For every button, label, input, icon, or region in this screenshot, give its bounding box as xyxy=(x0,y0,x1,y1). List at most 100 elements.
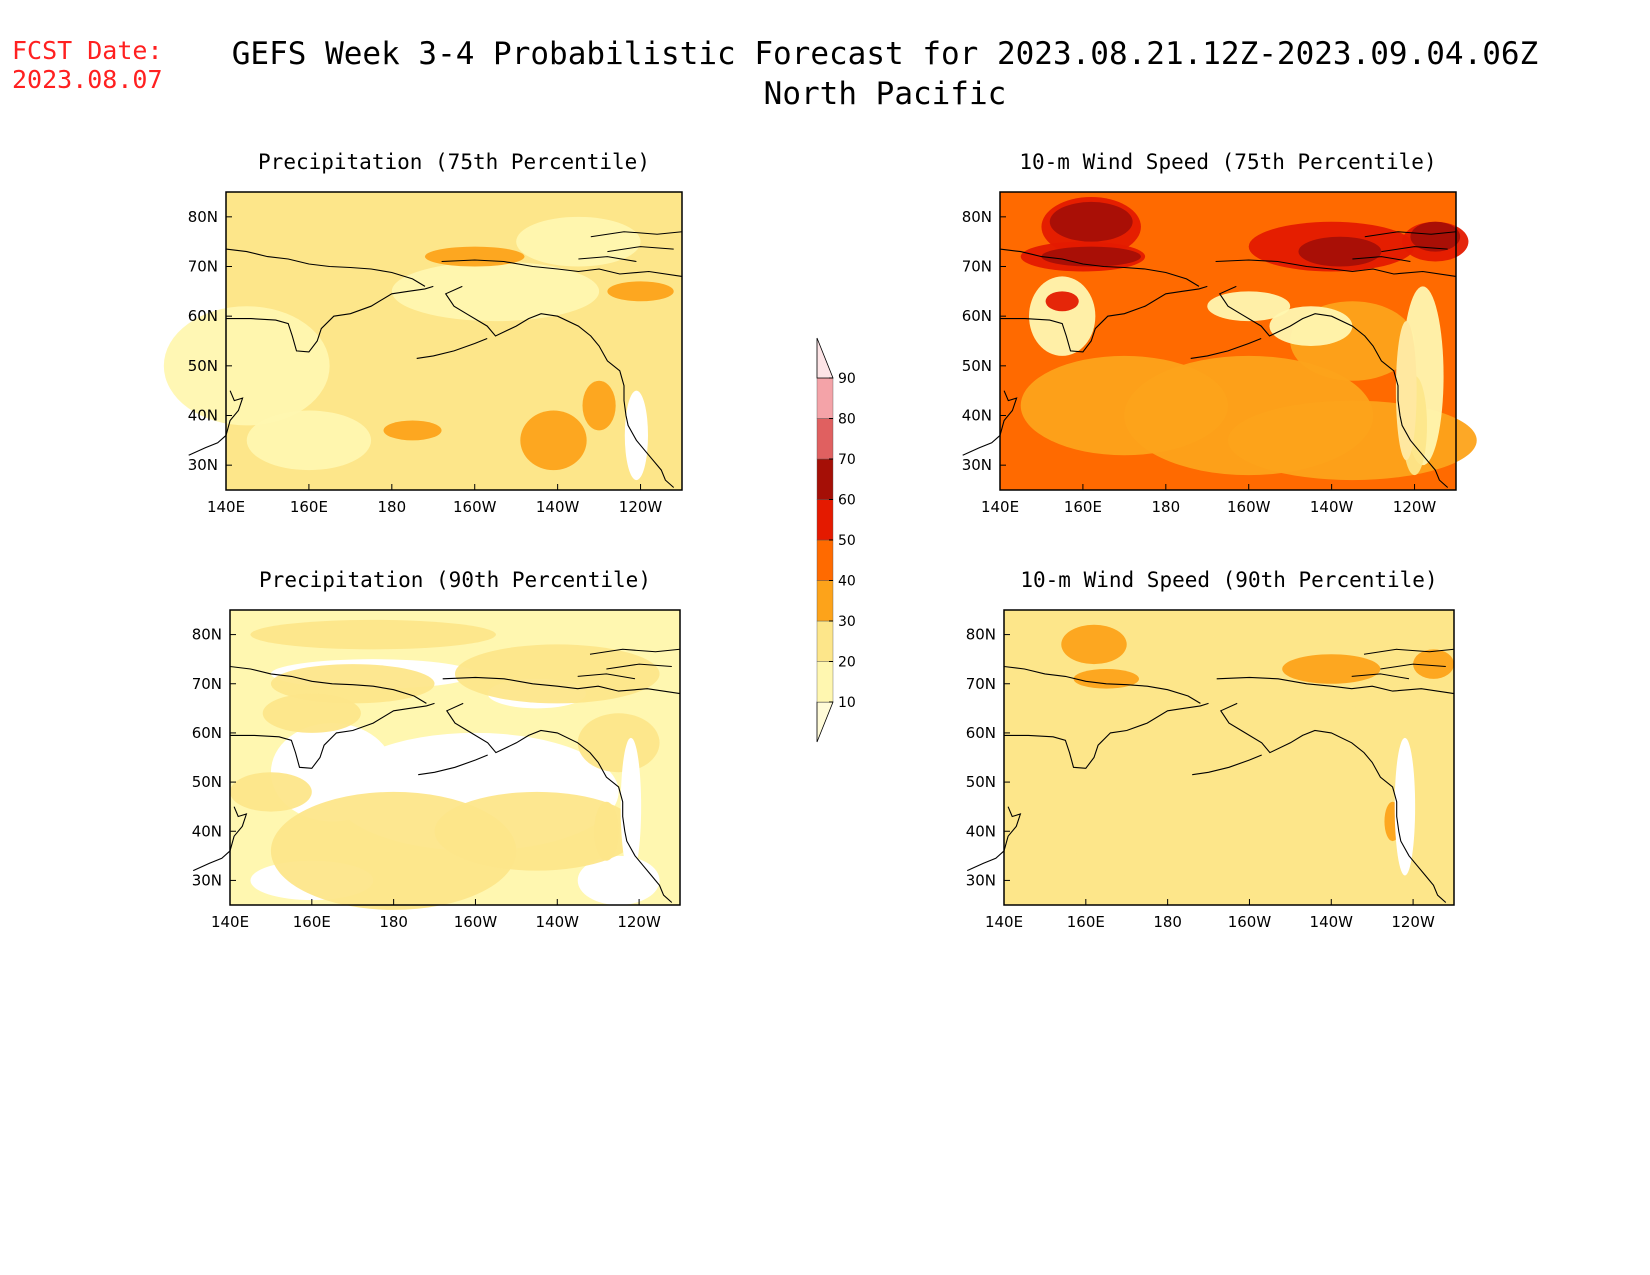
map-wind-75: 140E 160E 180 160W 140W 120W 80N 70N 60N 50N 40N 30… xyxy=(962,191,1477,516)
coastline-segment xyxy=(1218,285,1449,488)
colorbar: 10 20 30 40 50 60 70 80 90 xyxy=(816,337,856,743)
map-wind-90: 140E 160E 180 160W 140W 120W 80N 70N 60N 50N 40N 30… xyxy=(966,609,1455,931)
x-tick-label: 180 xyxy=(1153,913,1182,931)
contour-region-60 xyxy=(1041,246,1141,267)
y-tick-label: 60N xyxy=(192,724,222,742)
coastline xyxy=(192,648,681,903)
island-outline xyxy=(589,648,681,655)
contour-region-10 xyxy=(246,410,372,471)
colorbar-swatch xyxy=(816,539,834,581)
contour-region-10 xyxy=(1207,291,1291,322)
y-tick-label: 70N xyxy=(192,675,222,693)
coastline-segment xyxy=(962,390,1018,456)
contour-region-30 xyxy=(582,380,616,431)
forecast-date-label: FCST Date: xyxy=(12,36,163,65)
contour-region-20 xyxy=(1249,791,1454,871)
coastline xyxy=(962,231,1457,488)
y-tick-label: 40N xyxy=(188,407,218,425)
panel-precip-90: Precipitation (90th Percentile) 140E 160E… xyxy=(192,568,681,931)
contour-region-30 xyxy=(1061,624,1127,665)
x-tick-label: 160E xyxy=(290,498,328,516)
coastline-segment xyxy=(445,702,673,903)
x-tick-label: 180 xyxy=(379,913,408,931)
coastline-segment xyxy=(416,337,488,359)
figure-subtitle: North Pacific xyxy=(763,76,1007,112)
colorbar-label: 30 xyxy=(838,614,856,630)
probability-contours xyxy=(1061,619,1454,881)
map-frame xyxy=(999,191,1457,491)
island-outline xyxy=(1363,648,1455,655)
x-tick-label: 160W xyxy=(1228,913,1272,931)
panel-wind-75: 10-m Wind Speed (75th Percentile) 140E 16… xyxy=(962,150,1477,516)
forecast-date-value: 2023.08.07 xyxy=(12,65,163,94)
panel-title: 10-m Wind Speed (75th Percentile) xyxy=(1019,150,1437,174)
colorbar-label: 40 xyxy=(838,574,856,590)
colorbar-swatch xyxy=(816,499,834,541)
coastline-segment xyxy=(230,702,435,769)
island-outline xyxy=(1364,231,1457,238)
contour-region-60 xyxy=(1410,221,1461,252)
contour-region-20 xyxy=(262,693,361,733)
coastline-segment xyxy=(1215,259,1457,277)
y-tick-label: 30N xyxy=(966,871,996,889)
colorbar-swatch xyxy=(816,458,834,500)
x-tick-label: 120W xyxy=(1393,498,1437,516)
coastline-segment xyxy=(442,676,681,695)
colorbar-label: 20 xyxy=(838,655,856,671)
island-outline xyxy=(1352,256,1411,262)
map-precip-75: 140E 160E 180 160W 140W 120W 80N 70N 60N 50N 40N 30… xyxy=(163,191,683,516)
contour-region-20 xyxy=(455,644,660,704)
contour-region-20 xyxy=(594,801,619,861)
island-outline xyxy=(578,256,637,262)
contour-region-20 xyxy=(250,619,496,650)
colorbar-swatch xyxy=(816,661,834,703)
island-outline xyxy=(607,246,674,253)
contour-region-60 xyxy=(1049,201,1133,242)
x-tick-label: 140W xyxy=(536,913,580,931)
coastline-segment xyxy=(999,248,1200,287)
coastline-segment xyxy=(192,806,248,872)
colorbar-label: 60 xyxy=(838,493,856,509)
coastline-segment xyxy=(444,285,675,488)
x-tick-label: 140E xyxy=(211,913,249,931)
colorbar-labels: 10 20 30 40 50 60 70 80 90 xyxy=(829,371,856,711)
contour-region-30 xyxy=(1020,355,1228,456)
y-tick-label: 40N xyxy=(192,822,222,840)
x-tick-label: 120W xyxy=(619,498,663,516)
coastline-segment xyxy=(1190,337,1262,359)
coastline-segment xyxy=(1000,285,1208,353)
colorbar-label: 80 xyxy=(838,412,856,428)
coastline-segment xyxy=(1219,702,1447,903)
contour-region-10 xyxy=(391,261,600,322)
x-tick-label: 140W xyxy=(536,498,580,516)
contour-region-below-10 xyxy=(577,855,660,905)
y-tick-label: 50N xyxy=(192,773,222,791)
y-tick-label: 70N xyxy=(966,675,996,693)
figure-title: GEFS Week 3-4 Probabilistic Forecast for… xyxy=(231,36,1539,72)
contour-region-20 xyxy=(1229,659,1434,709)
axis-ticks: 140E 160E 180 160W 140W 120W 80N 70N 60N 50N 40N 30… xyxy=(962,208,1437,516)
y-tick-label: 60N xyxy=(966,724,996,742)
coastal-strip xyxy=(1395,321,1417,461)
coastline-segment xyxy=(229,665,427,704)
x-tick-label: 160W xyxy=(1227,498,1271,516)
y-tick-label: 30N xyxy=(962,456,992,474)
colorbar-swatch xyxy=(816,620,834,662)
y-tick-label: 40N xyxy=(966,822,996,840)
contour-region-50 xyxy=(1045,291,1079,312)
y-tick-label: 50N xyxy=(188,357,218,375)
coastal-strip xyxy=(620,737,642,876)
coastal-strip xyxy=(624,390,649,481)
y-tick-label: 80N xyxy=(966,626,996,644)
x-tick-label: 180 xyxy=(377,498,406,516)
probability-contours xyxy=(230,619,660,910)
y-tick-label: 80N xyxy=(188,208,218,226)
x-tick-label: 160W xyxy=(454,913,498,931)
contour-region-10 xyxy=(163,306,330,426)
probability-contours xyxy=(163,216,674,481)
coastline-segment xyxy=(188,390,244,456)
panel-title: 10-m Wind Speed (90th Percentile) xyxy=(1020,568,1438,592)
contour-region-30 xyxy=(1073,669,1139,689)
y-tick-label: 30N xyxy=(188,456,218,474)
panel-wind-90: 10-m Wind Speed (90th Percentile) 140E 16… xyxy=(966,568,1455,931)
